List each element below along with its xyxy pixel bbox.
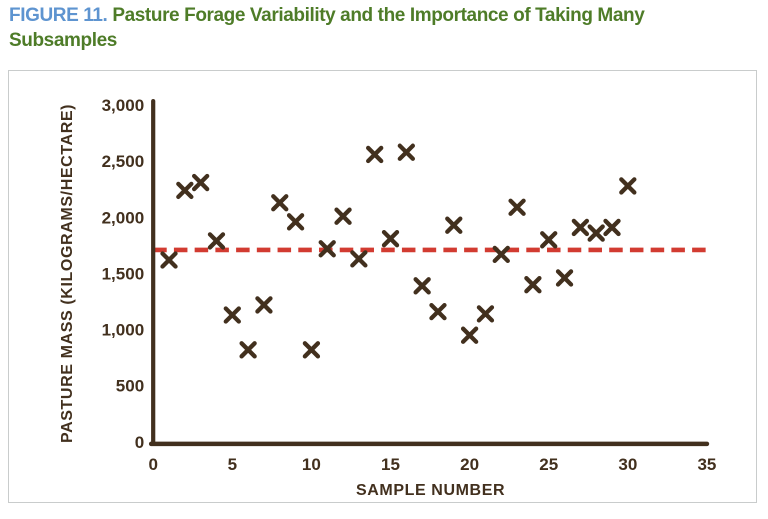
x-tick-label: 25 bbox=[539, 455, 558, 474]
x-tick-label: 0 bbox=[148, 455, 157, 474]
data-point-marker bbox=[239, 341, 257, 359]
y-tick-label: 0 bbox=[135, 433, 144, 452]
data-point-marker bbox=[366, 145, 384, 164]
x-tick-label: 15 bbox=[381, 455, 400, 474]
data-point-marker bbox=[540, 231, 558, 249]
data-point-marker bbox=[429, 302, 447, 321]
data-point-marker bbox=[476, 305, 495, 323]
y-axis-title: PASTURE MASS (KILOGRAMS/HECTARE) bbox=[58, 104, 76, 443]
chart-panel: 0 500 1,000 1,500 2,000 2,500 3,000 0 5 10 15 20 25… bbox=[8, 70, 757, 503]
y-tick-label: 3,000 bbox=[102, 96, 145, 115]
x-tick-label: 20 bbox=[460, 455, 479, 474]
figure-number-label: FIGURE 11. bbox=[9, 5, 108, 26]
scatter-chart: 0 500 1,000 1,500 2,000 2,500 3,000 0 5 10 15 20 25… bbox=[58, 96, 716, 499]
data-point-marker bbox=[286, 213, 305, 231]
figure-title-line2: Subsamples bbox=[9, 30, 117, 51]
y-tick-labels: 0 500 1,000 1,500 2,000 2,500 3,000 bbox=[102, 96, 145, 452]
data-point-marker bbox=[619, 177, 637, 195]
data-point-marker bbox=[571, 218, 590, 237]
data-point-marker bbox=[603, 218, 621, 237]
data-point-marker bbox=[334, 207, 352, 225]
data-point-marker bbox=[524, 276, 542, 294]
y-tick-label: 500 bbox=[116, 377, 144, 396]
data-point-marker bbox=[207, 232, 226, 250]
data-point-marker bbox=[191, 173, 210, 192]
data-point-marker bbox=[176, 181, 194, 200]
data-point-marker bbox=[460, 326, 479, 344]
y-tick-label: 2,500 bbox=[102, 152, 145, 171]
y-tick-label: 2,000 bbox=[102, 208, 145, 227]
data-point-marker bbox=[413, 277, 431, 295]
data-point-marker bbox=[381, 229, 400, 248]
x-tick-label: 35 bbox=[697, 455, 716, 474]
data-point-marker bbox=[445, 216, 463, 234]
data-point-marker bbox=[160, 251, 178, 269]
data-point-marker bbox=[587, 224, 605, 242]
x-tick-label: 5 bbox=[228, 455, 237, 474]
data-point-marker bbox=[223, 306, 241, 324]
x-axis-title: SAMPLE NUMBER bbox=[356, 481, 505, 499]
x-tick-label: 10 bbox=[302, 455, 321, 474]
figure-title: FIGURE 11. Pasture Forage Variability an… bbox=[9, 3, 759, 53]
x-tick-labels: 0 5 10 15 20 25 30 35 bbox=[148, 455, 716, 474]
data-point-marker bbox=[350, 250, 368, 268]
data-point-marker bbox=[508, 198, 526, 216]
data-point-marker bbox=[555, 269, 574, 287]
data-point-marker bbox=[302, 341, 321, 359]
data-point-marker bbox=[397, 143, 415, 161]
y-tick-label: 1,000 bbox=[102, 321, 145, 340]
data-points-layer bbox=[160, 143, 637, 359]
data-point-marker bbox=[271, 194, 289, 212]
x-tick-label: 30 bbox=[618, 455, 637, 474]
data-point-marker bbox=[255, 296, 273, 314]
data-point-marker bbox=[492, 245, 510, 264]
figure-title-line1: Pasture Forage Variability and the Impor… bbox=[112, 5, 645, 26]
data-point-marker bbox=[318, 240, 336, 258]
y-tick-label: 1,500 bbox=[102, 264, 145, 283]
